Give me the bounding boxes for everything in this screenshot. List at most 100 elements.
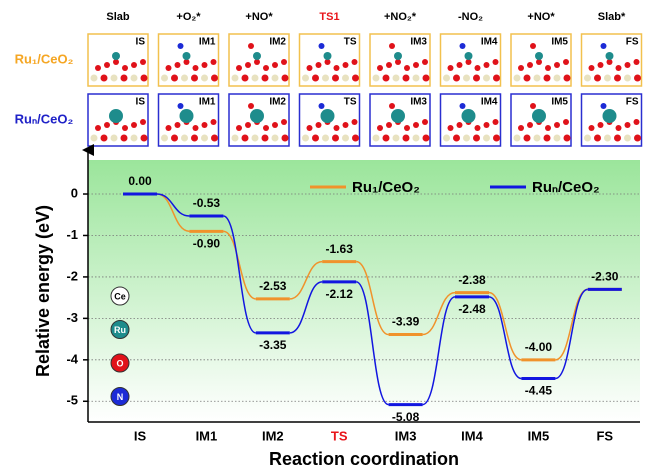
atom: [403, 135, 410, 142]
atom: [319, 103, 325, 109]
atom: [453, 75, 460, 82]
atom: [393, 135, 400, 142]
atom: [394, 52, 402, 60]
atom: [625, 122, 631, 128]
atom: [324, 52, 332, 60]
atom: [316, 62, 322, 68]
atom: [193, 125, 199, 131]
atom: [624, 135, 631, 142]
row-label: Ruₙ/CeO₂: [15, 111, 74, 126]
atom: [91, 75, 98, 82]
plot-background: [88, 160, 640, 422]
structure-header: -NO₂: [458, 11, 483, 23]
atom: [272, 122, 278, 128]
value-label: -3.35: [259, 338, 287, 352]
atom: [121, 75, 128, 82]
atom: [377, 125, 383, 131]
y-tick-label: -1: [66, 227, 78, 242]
atom: [232, 75, 239, 82]
atom: [242, 135, 249, 142]
atom: [183, 52, 191, 60]
atom: [101, 75, 108, 82]
atom: [321, 109, 335, 123]
structure-label: IM1: [199, 97, 216, 108]
atom: [131, 135, 138, 142]
atom: [191, 135, 198, 142]
atom: [634, 119, 640, 125]
atom: [634, 59, 640, 65]
x-axis-label: Reaction coordination: [269, 449, 459, 469]
atom: [413, 62, 419, 68]
atom: [524, 135, 531, 142]
structure-label: IM3: [410, 37, 427, 48]
atom: [483, 75, 490, 82]
atom: [463, 135, 470, 142]
atom: [111, 135, 118, 142]
atom: [443, 135, 450, 142]
atom: [594, 135, 601, 142]
atom: [307, 65, 313, 71]
atom: [131, 75, 138, 82]
atom: [191, 75, 198, 82]
structure-header: +NO*: [245, 11, 273, 23]
atom: [104, 62, 110, 68]
atom: [625, 62, 631, 68]
atom: [383, 75, 390, 82]
atom: [389, 103, 395, 109]
atom: [122, 125, 128, 131]
atom: [554, 75, 561, 82]
atom: [514, 135, 521, 142]
atom: [386, 62, 392, 68]
x-tick-label: FS: [596, 428, 613, 443]
atom: [457, 122, 463, 128]
atom: [413, 75, 420, 82]
atom: [252, 75, 259, 82]
atom: [166, 125, 172, 131]
atom: [589, 125, 595, 131]
structure-label: TS: [344, 97, 357, 108]
atom: [343, 62, 349, 68]
value-label: -4.00: [525, 340, 553, 354]
y-tick-label: -5: [66, 393, 78, 408]
structure-label: IM1: [199, 37, 216, 48]
y-tick-label: -3: [66, 310, 78, 325]
atom: [616, 65, 622, 71]
atom: [554, 122, 560, 128]
atom: [140, 59, 146, 65]
atom: [544, 75, 551, 82]
atom: [404, 65, 410, 71]
atom: [391, 109, 405, 123]
atom: [534, 135, 541, 142]
atom: [211, 135, 218, 142]
structure-label: IM2: [269, 97, 286, 108]
atom: [598, 122, 604, 128]
x-tick-label: IM4: [461, 428, 483, 443]
structure-label: IM5: [551, 97, 568, 108]
value-label: -4.45: [525, 384, 553, 398]
atom: [131, 62, 137, 68]
atom: [634, 135, 641, 142]
atom: [465, 52, 473, 60]
atom: [614, 75, 621, 82]
atom: [112, 52, 120, 60]
structure-label: IM4: [481, 97, 498, 108]
atom: [141, 75, 148, 82]
atom: [404, 125, 410, 131]
atom: [101, 135, 108, 142]
atom: [322, 75, 329, 82]
atom: [211, 59, 217, 65]
atom: [554, 135, 561, 142]
atom: [312, 75, 319, 82]
atom-legend-label: Ru: [114, 325, 126, 335]
atom: [281, 119, 287, 125]
atom: [282, 75, 289, 82]
atom: [493, 119, 499, 125]
atom: [377, 65, 383, 71]
atom: [545, 65, 551, 71]
atom: [141, 135, 148, 142]
atom: [483, 135, 490, 142]
atom-legend-label: O: [116, 358, 123, 368]
atom: [202, 122, 208, 128]
atom: [373, 75, 380, 82]
structure-label: TS: [344, 37, 357, 48]
